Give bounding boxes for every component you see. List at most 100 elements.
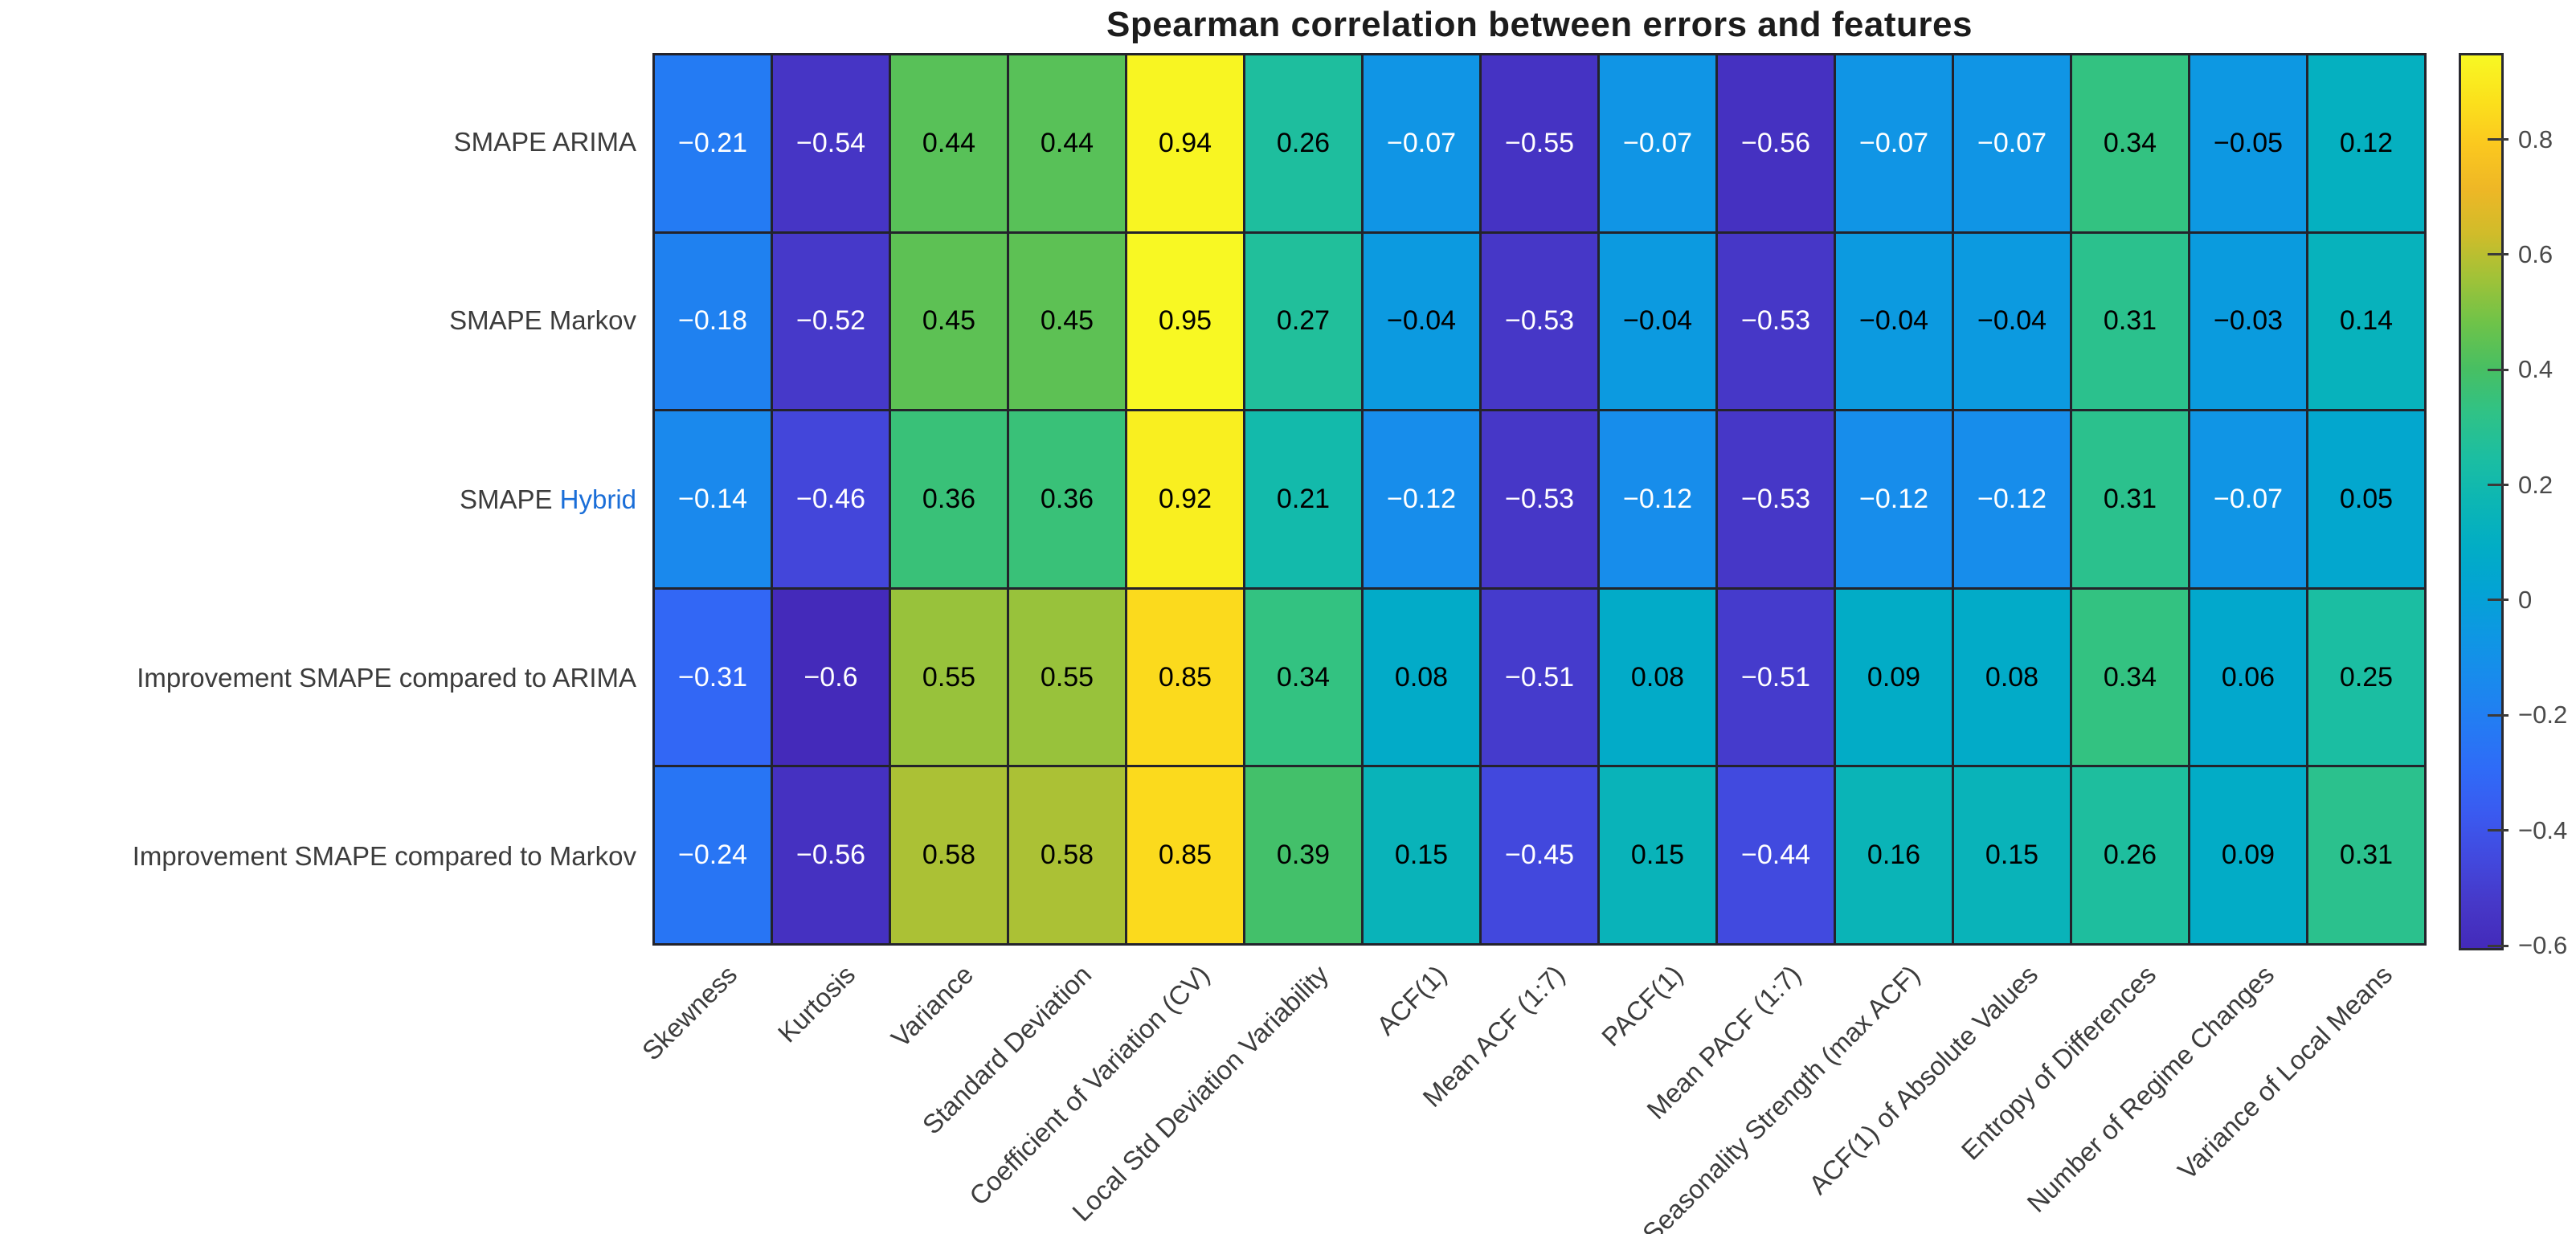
heatmap-cell-r4-c8: 0.15 xyxy=(1600,767,1715,943)
heatmap-cell-r1-c13: −0.03 xyxy=(2190,233,2306,410)
heatmap-cell-r0-c13: −0.05 xyxy=(2190,55,2306,231)
heatmap-cell-r2-c7: −0.53 xyxy=(1482,411,1597,587)
heatmap-cell-r3-c14: 0.25 xyxy=(2308,589,2424,766)
colorbar-tick-label-3: 0.2 xyxy=(2518,470,2554,499)
heatmap-cell-r3-c6: 0.08 xyxy=(1364,589,1479,766)
heatmap-cell-r2-c3: 0.36 xyxy=(1009,411,1125,587)
heatmap-cell-r2-c6: −0.12 xyxy=(1364,411,1479,587)
heatmap-cell-r1-c11: −0.04 xyxy=(1954,233,2070,410)
heatmap-cell-r2-c11: −0.12 xyxy=(1954,411,2070,587)
heatmap-cell-r2-c9: −0.53 xyxy=(1718,411,1834,587)
heatmap-cell-r3-c0: −0.31 xyxy=(655,589,771,766)
colorbar-tick-2 xyxy=(2488,368,2509,371)
heatmap-cell-r3-c1: −0.6 xyxy=(773,589,889,766)
heatmap-cell-r2-c13: −0.07 xyxy=(2190,411,2306,587)
heatmap-cell-r0-c4: 0.94 xyxy=(1127,55,1243,231)
row-label-3: Improvement SMAPE compared to ARIMA xyxy=(137,662,636,693)
heatmap-cell-r2-c5: 0.21 xyxy=(1245,411,1361,587)
row-label-4: Improvement SMAPE compared to Markov xyxy=(132,840,636,871)
heatmap-cell-r3-c10: 0.09 xyxy=(1836,589,1952,766)
colorbar-tick-label-4: 0 xyxy=(2518,585,2533,614)
heatmap-cell-r3-c7: −0.51 xyxy=(1482,589,1597,766)
row-label-0: SMAPE ARIMA xyxy=(453,127,636,157)
heatmap-cell-r4-c6: 0.15 xyxy=(1364,767,1479,943)
colorbar-tick-4 xyxy=(2488,599,2509,602)
heatmap-cell-r4-c4: 0.85 xyxy=(1127,767,1243,943)
colorbar-tick-label-5: −0.2 xyxy=(2518,701,2568,729)
row-label-accent: Hybrid xyxy=(559,484,636,514)
heatmap-cell-r4-c12: 0.26 xyxy=(2072,767,2188,943)
heatmap-cell-r1-c14: 0.14 xyxy=(2308,233,2424,410)
colorbar-tick-6 xyxy=(2488,829,2509,832)
heatmap-cell-r2-c0: −0.14 xyxy=(655,411,771,587)
colorbar-tick-7 xyxy=(2488,944,2509,947)
heatmap-cell-r4-c0: −0.24 xyxy=(655,767,771,943)
colorbar-tick-label-2: 0.4 xyxy=(2518,355,2554,384)
heatmap-cell-r4-c5: 0.39 xyxy=(1245,767,1361,943)
heatmap-cell-r2-c10: −0.12 xyxy=(1836,411,1952,587)
colorbar-tick-label-1: 0.6 xyxy=(2518,239,2554,268)
heatmap-cell-r1-c4: 0.95 xyxy=(1127,233,1243,410)
colorbar xyxy=(2459,53,2504,950)
heatmap-cell-r1-c8: −0.04 xyxy=(1600,233,1715,410)
heatmap-cell-r3-c11: 0.08 xyxy=(1954,589,2070,766)
heatmap-cell-r0-c7: −0.55 xyxy=(1482,55,1597,231)
colorbar-tick-5 xyxy=(2488,713,2509,717)
heatmap-cell-r0-c12: 0.34 xyxy=(2072,55,2188,231)
heatmap-cell-r4-c7: −0.45 xyxy=(1482,767,1597,943)
heatmap-cell-r2-c4: 0.92 xyxy=(1127,411,1243,587)
heatmap-cell-r4-c11: 0.15 xyxy=(1954,767,2070,943)
heatmap-cell-r0-c8: −0.07 xyxy=(1600,55,1715,231)
heatmap-cell-r0-c11: −0.07 xyxy=(1954,55,2070,231)
heatmap-cell-r3-c3: 0.55 xyxy=(1009,589,1125,766)
heatmap-cell-r4-c9: −0.44 xyxy=(1718,767,1834,943)
heatmap-cell-r3-c9: −0.51 xyxy=(1718,589,1834,766)
heatmap-cell-r0-c6: −0.07 xyxy=(1364,55,1479,231)
heatmap-grid: −0.21 −0.54 0.44 0.44 0.94 0.26 −0.07 −0.55 −0.0… xyxy=(652,53,2427,946)
heatmap-cell-r2-c12: 0.31 xyxy=(2072,411,2188,587)
heatmap-cell-r2-c2: 0.36 xyxy=(891,411,1007,587)
heatmap-cell-r2-c8: −0.12 xyxy=(1600,411,1715,587)
heatmap-cell-r0-c0: −0.21 xyxy=(655,55,771,231)
heatmap-cell-r3-c13: 0.06 xyxy=(2190,589,2306,766)
heatmap-cell-r1-c10: −0.04 xyxy=(1836,233,1952,410)
heatmap-cell-r4-c13: 0.09 xyxy=(2190,767,2306,943)
heatmap-cell-r0-c10: −0.07 xyxy=(1836,55,1952,231)
heatmap-cell-r1-c7: −0.53 xyxy=(1482,233,1597,410)
heatmap-cell-r3-c4: 0.85 xyxy=(1127,589,1243,766)
row-label-2: SMAPE Hybrid xyxy=(459,484,636,514)
heatmap-cell-r4-c2: 0.58 xyxy=(891,767,1007,943)
heatmap-cell-r3-c12: 0.34 xyxy=(2072,589,2188,766)
heatmap-cell-r4-c14: 0.31 xyxy=(2308,767,2424,943)
heatmap-cell-r1-c12: 0.31 xyxy=(2072,233,2188,410)
colorbar-tick-label-7: −0.6 xyxy=(2518,931,2568,959)
heatmap-cell-r0-c14: 0.12 xyxy=(2308,55,2424,231)
colorbar-tick-1 xyxy=(2488,253,2509,256)
heatmap-cell-r1-c2: 0.45 xyxy=(891,233,1007,410)
row-label-1: SMAPE Markov xyxy=(449,305,636,336)
heatmap-cell-r0-c2: 0.44 xyxy=(891,55,1007,231)
heatmap-cell-r1-c0: −0.18 xyxy=(655,233,771,410)
heatmap-cell-r0-c5: 0.26 xyxy=(1245,55,1361,231)
heatmap-cell-r4-c1: −0.56 xyxy=(773,767,889,943)
colorbar-tick-label-6: −0.4 xyxy=(2518,815,2568,844)
heatmap-cell-r4-c10: 0.16 xyxy=(1836,767,1952,943)
heatmap-cell-r3-c5: 0.34 xyxy=(1245,589,1361,766)
chart-title: Spearman correlation between errors and … xyxy=(1106,5,1973,44)
heatmap-cell-r1-c6: −0.04 xyxy=(1364,233,1479,410)
heatmap-cell-r0-c1: −0.54 xyxy=(773,55,889,231)
heatmap-cell-r2-c14: 0.05 xyxy=(2308,411,2424,587)
column-label-0: Skewness xyxy=(636,959,742,1066)
heatmap-cell-r4-c3: 0.58 xyxy=(1009,767,1125,943)
colorbar-tick-label-0: 0.8 xyxy=(2518,125,2554,153)
heatmap-cell-r0-c9: −0.56 xyxy=(1718,55,1834,231)
heatmap-cell-r1-c5: 0.27 xyxy=(1245,233,1361,410)
heatmap-cell-r2-c1: −0.46 xyxy=(773,411,889,587)
heatmap-cell-r1-c9: −0.53 xyxy=(1718,233,1834,410)
heatmap-cell-r1-c1: −0.52 xyxy=(773,233,889,410)
colorbar-tick-3 xyxy=(2488,484,2509,487)
heatmap-cell-r3-c8: 0.08 xyxy=(1600,589,1715,766)
heatmap-cell-r0-c3: 0.44 xyxy=(1009,55,1125,231)
heatmap-cell-r1-c3: 0.45 xyxy=(1009,233,1125,410)
